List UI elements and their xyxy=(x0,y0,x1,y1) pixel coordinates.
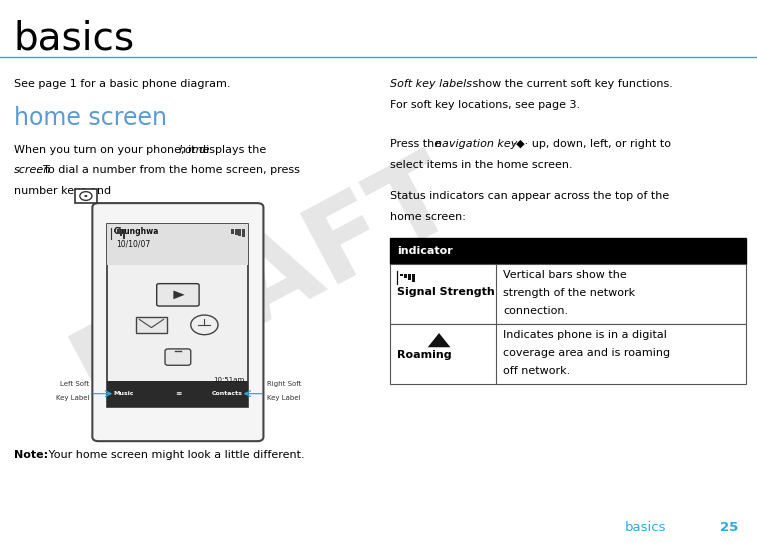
Bar xyxy=(400,274,403,276)
Bar xyxy=(107,224,248,407)
Bar xyxy=(390,264,746,324)
Bar xyxy=(120,229,122,236)
Text: Left Soft: Left Soft xyxy=(61,381,89,387)
Bar xyxy=(390,324,746,384)
Text: . To dial a number from the home screen, press: . To dial a number from the home screen,… xyxy=(36,165,300,175)
Bar xyxy=(107,224,248,265)
Text: home screen:: home screen: xyxy=(390,212,466,222)
Text: 25: 25 xyxy=(720,521,738,534)
Text: Signal Strength: Signal Strength xyxy=(397,287,495,296)
Text: Status indicators can appear across the top of the: Status indicators can appear across the … xyxy=(390,191,669,201)
Text: ·◆· up, down, left, or right to: ·◆· up, down, left, or right to xyxy=(509,139,671,149)
Text: number keys and: number keys and xyxy=(14,186,111,195)
FancyBboxPatch shape xyxy=(157,284,199,306)
Text: When you turn on your phone, it displays the: When you turn on your phone, it displays… xyxy=(14,145,269,155)
Text: Music: Music xyxy=(114,391,134,396)
FancyBboxPatch shape xyxy=(74,189,97,203)
Text: Chunghwa: Chunghwa xyxy=(114,227,159,235)
Bar xyxy=(235,229,238,235)
Text: Contacts: Contacts xyxy=(211,391,242,396)
Text: Indicates phone is in a digital: Indicates phone is in a digital xyxy=(503,330,667,340)
Text: strength of the network: strength of the network xyxy=(503,288,636,298)
Text: basics: basics xyxy=(625,521,666,534)
Text: home: home xyxy=(179,145,210,155)
Bar xyxy=(117,229,119,234)
Text: home screen: home screen xyxy=(14,106,167,130)
Text: DRAFT: DRAFT xyxy=(56,139,474,429)
Text: Note:: Note: xyxy=(14,450,48,460)
Text: Soft key labels: Soft key labels xyxy=(390,79,472,89)
Text: Key Label: Key Label xyxy=(56,395,89,401)
Bar xyxy=(123,229,125,239)
Bar xyxy=(114,229,116,232)
Text: Your home screen might look a little different.: Your home screen might look a little dif… xyxy=(45,450,305,460)
Text: coverage area and is roaming: coverage area and is roaming xyxy=(503,348,671,358)
Bar xyxy=(408,274,411,280)
Text: off network.: off network. xyxy=(503,366,571,376)
Bar xyxy=(242,229,245,237)
Text: Key Label: Key Label xyxy=(267,395,301,401)
Text: show the current soft key functions.: show the current soft key functions. xyxy=(469,79,673,89)
Bar xyxy=(231,229,234,234)
Bar xyxy=(412,274,415,282)
FancyBboxPatch shape xyxy=(165,349,191,365)
Text: For soft key locations, see page 3.: For soft key locations, see page 3. xyxy=(390,100,580,110)
Polygon shape xyxy=(173,290,185,299)
Text: indicator: indicator xyxy=(397,246,453,256)
Text: 10/10/07: 10/10/07 xyxy=(117,239,151,248)
Text: Right Soft: Right Soft xyxy=(267,381,301,387)
FancyBboxPatch shape xyxy=(92,203,263,441)
Bar xyxy=(390,238,746,264)
Text: navigation key: navigation key xyxy=(435,139,518,149)
Text: See page 1 for a basic phone diagram.: See page 1 for a basic phone diagram. xyxy=(14,79,230,89)
Text: ≡: ≡ xyxy=(175,389,181,398)
Text: connection.: connection. xyxy=(503,306,569,316)
Text: Vertical bars show the: Vertical bars show the xyxy=(503,270,627,280)
Text: .: . xyxy=(98,186,101,195)
Polygon shape xyxy=(428,333,450,347)
Text: 10:51am: 10:51am xyxy=(213,377,245,383)
Text: Press the: Press the xyxy=(390,139,444,149)
Bar xyxy=(404,274,407,278)
Bar xyxy=(107,381,248,407)
Text: basics: basics xyxy=(14,19,135,57)
Text: Roaming: Roaming xyxy=(397,350,452,360)
Bar xyxy=(238,229,241,236)
Text: select items in the home screen.: select items in the home screen. xyxy=(390,160,572,170)
FancyBboxPatch shape xyxy=(136,317,167,333)
Text: screen: screen xyxy=(14,165,51,175)
Circle shape xyxy=(84,195,87,197)
